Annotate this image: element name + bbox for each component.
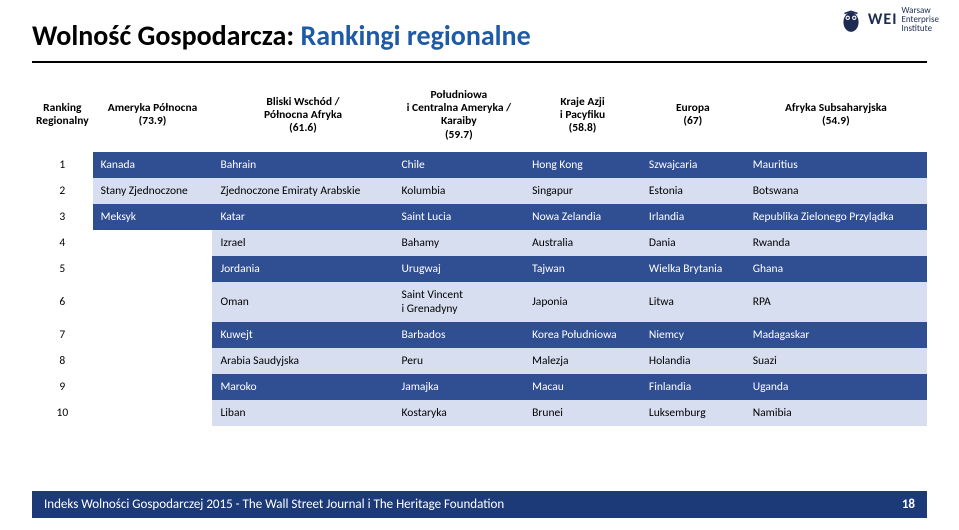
data-cell: Korea Południowa [524,322,641,348]
data-cell: Estonia [641,178,745,204]
data-cell: Chile [394,152,525,178]
data-cell: Madagaskar [745,322,927,348]
data-cell: Irlandia [641,204,745,230]
data-cell: Luksemburg [641,400,745,426]
col-samer: Południowai Centralna Ameryka /Karaiby(5… [394,83,525,152]
data-cell: Rwanda [745,230,927,256]
rank-cell: 10 [32,400,93,426]
table-row: 5 JordaniaUrugwajTajwanWielka BrytaniaGha… [32,256,927,282]
data-cell: Arabia Saudyjska [212,348,393,374]
wei-logo: WEI Warsaw Enterprise Institute [838,6,939,33]
data-cell: Macau [524,374,641,400]
rank-cell: 2 [32,178,93,204]
data-cell: Finlandia [641,374,745,400]
data-cell: Kanada [93,152,213,178]
data-cell: Suazi [745,348,927,374]
table-row: 9 MarokoJamajkaMacauFinlandiaUganda [32,374,927,400]
data-cell: Australia [524,230,641,256]
rankings-table: RankingRegionalny Ameryka Północna(73.9)… [32,83,927,426]
data-cell: Niemcy [641,322,745,348]
rank-cell: 8 [32,348,93,374]
rank-cell: 1 [32,152,93,178]
data-cell: Barbados [394,322,525,348]
data-cell: Stany Zjednoczone [93,178,213,204]
data-cell: Wielka Brytania [641,256,745,282]
data-cell [93,256,213,282]
col-africa: Afryka Subsaharyjska(54.9) [745,83,927,152]
rank-cell: 3 [32,204,93,230]
table-header-row: RankingRegionalny Ameryka Północna(73.9)… [32,83,927,152]
table-row: 2Stany ZjednoczoneZjednoczone Emiraty Ar… [32,178,927,204]
table-row: 7 KuwejtBarbadosKorea PołudniowaNiemcyMad… [32,322,927,348]
rank-cell: 5 [32,256,93,282]
data-cell: Mauritius [745,152,927,178]
rank-cell: 7 [32,322,93,348]
data-cell: Bahamy [394,230,525,256]
table-row: 10 LibanKostarykaBruneiLuksemburgNamibia [32,400,927,426]
footer-text: Indeks Wolności Gospodarczej 2015 - The … [44,497,504,512]
data-cell: Liban [212,400,393,426]
table-row: 1KanadaBahrainChileHong KongSzwajcariaMa… [32,152,927,178]
data-cell [93,348,213,374]
table-row: 4 IzraelBahamyAustraliaDaniaRwanda [32,230,927,256]
data-cell: Uganda [745,374,927,400]
data-cell: Oman [212,282,393,322]
data-cell: Kostaryka [394,400,525,426]
col-namer: Ameryka Północna(73.9) [93,83,213,152]
col-mena: Bliski Wschód /Północna Afryka(61.6) [212,83,393,152]
data-cell: Hong Kong [524,152,641,178]
data-cell: RPA [745,282,927,322]
logo-wei-text: WEI [868,10,898,29]
data-cell [93,282,213,322]
data-cell [93,400,213,426]
owl-icon [838,7,864,33]
rank-cell: 6 [32,282,93,322]
data-cell: Nowa Zelandia [524,204,641,230]
data-cell: Saint Lucia [394,204,525,230]
data-cell: Japonia [524,282,641,322]
data-cell: Malezja [524,348,641,374]
data-cell: Litwa [641,282,745,322]
table-row: 8 Arabia SaudyjskaPeruMalezjaHolandiaSuaz… [32,348,927,374]
page-number: 18 [902,497,915,512]
data-cell: Botswana [745,178,927,204]
data-cell: Dania [641,230,745,256]
footer-citation: Indeks Wolności Gospodarczej 2015 - The … [32,491,927,518]
data-cell [93,374,213,400]
data-cell: Kuwejt [212,322,393,348]
rank-cell: 4 [32,230,93,256]
data-cell: Peru [394,348,525,374]
data-cell: Kolumbia [394,178,525,204]
data-cell: Singapur [524,178,641,204]
data-cell: Jamajka [394,374,525,400]
data-cell: Zjednoczone Emiraty Arabskie [212,178,393,204]
data-cell: Izrael [212,230,393,256]
data-cell: Brunei [524,400,641,426]
col-rank: RankingRegionalny [32,83,93,152]
data-cell: Namibia [745,400,927,426]
table-row: 6 OmanSaint Vincenti GrenadynyJaponiaLitw… [32,282,927,322]
data-cell: Tajwan [524,256,641,282]
data-cell: Jordania [212,256,393,282]
page-title: Wolność Gospodarcza: Rankingi regionalne [32,18,927,63]
data-cell: Republika Zielonego Przylądka [745,204,927,230]
table-row: 3MeksykKatarSaint LuciaNowa ZelandiaIrla… [32,204,927,230]
data-cell: Saint Vincenti Grenadyny [394,282,525,322]
data-cell [93,322,213,348]
data-cell: Maroko [212,374,393,400]
data-cell: Holandia [641,348,745,374]
data-cell: Bahrain [212,152,393,178]
col-europe: Europa(67) [641,83,745,152]
rank-cell: 9 [32,374,93,400]
data-cell: Katar [212,204,393,230]
data-cell: Ghana [745,256,927,282]
data-cell: Urugwaj [394,256,525,282]
data-cell [93,230,213,256]
data-cell: Meksyk [93,204,213,230]
col-asia: Kraje Azjii Pacyfiku(58.8) [524,83,641,152]
data-cell: Szwajcaria [641,152,745,178]
logo-subtext: Warsaw Enterprise Institute [901,6,939,33]
